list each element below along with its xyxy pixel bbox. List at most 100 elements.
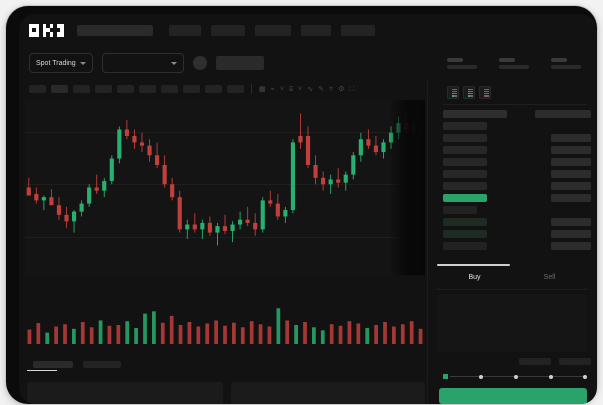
orderbook-row-amount bbox=[551, 194, 591, 202]
orderbook-bids-icon[interactable] bbox=[463, 86, 475, 99]
orders-tab-active-indicator bbox=[27, 370, 57, 371]
trade-tab-active-indicator bbox=[437, 264, 510, 266]
volume-chart bbox=[25, 302, 425, 348]
price-chart[interactable] bbox=[25, 100, 425, 275]
order-form-fields[interactable] bbox=[437, 294, 587, 352]
orders-action-1[interactable] bbox=[519, 358, 551, 365]
chart-gridline bbox=[25, 236, 425, 238]
indicators-chevron-icon[interactable]: ˅ bbox=[279, 85, 284, 93]
timeframe-button-6[interactable] bbox=[139, 85, 156, 93]
timeframe-button-7[interactable] bbox=[161, 85, 178, 93]
orderbook-row-amount bbox=[551, 242, 591, 250]
nav-item-5[interactable] bbox=[341, 24, 375, 36]
orderbook-row-price bbox=[443, 110, 507, 118]
timeframe-button-2[interactable] bbox=[51, 85, 68, 93]
chart-gridline bbox=[25, 131, 425, 133]
timeframe-button-1[interactable] bbox=[29, 85, 46, 93]
submit-buy-button[interactable] bbox=[439, 388, 587, 404]
orderbook-row[interactable] bbox=[443, 110, 591, 118]
orderbook-row-amount bbox=[551, 182, 591, 190]
orders-action-2[interactable] bbox=[559, 358, 591, 365]
candlestick-type-icon[interactable]: ▦ bbox=[259, 85, 266, 93]
orders-tabbar bbox=[25, 354, 425, 374]
orderbook-both-icon[interactable] bbox=[447, 86, 459, 99]
orderbook-row-price bbox=[443, 134, 487, 142]
slider-stop-50[interactable] bbox=[514, 374, 518, 379]
timeframe-button-9[interactable] bbox=[205, 85, 222, 93]
orderbook-row-price bbox=[443, 242, 487, 250]
fullscreen-icon[interactable]: ⛶ bbox=[349, 85, 355, 93]
chevron-down-icon bbox=[170, 61, 177, 65]
trade-side-tabs: Buy Sell bbox=[437, 266, 587, 288]
orderbook-row-amount bbox=[551, 230, 591, 238]
orderbook-row[interactable] bbox=[443, 230, 591, 238]
settings-icon[interactable]: ⚙ bbox=[338, 85, 345, 93]
timeframe-button-5[interactable] bbox=[117, 85, 134, 93]
orderbook-rows bbox=[443, 110, 591, 254]
orderbook-row[interactable] bbox=[443, 182, 591, 190]
orderbook-row-amount bbox=[551, 218, 591, 226]
nav-item-1[interactable] bbox=[169, 24, 201, 36]
candlestick-series bbox=[26, 110, 424, 246]
nav-item-3[interactable] bbox=[255, 24, 291, 36]
orderbook-divider bbox=[443, 104, 587, 105]
chart-toolbar: ▦ ⌁ ˅ ⌸ ˅ ∿ ✎ ⌾ ⚙ ⛶ bbox=[19, 80, 597, 98]
orders-content-box-right bbox=[231, 382, 425, 404]
market-sub-toolbar: Spot Trading bbox=[19, 46, 597, 80]
drawing-chevron-icon[interactable]: ˅ bbox=[298, 85, 303, 93]
nav-item-2[interactable] bbox=[211, 24, 245, 36]
timeframe-button-10[interactable] bbox=[227, 85, 244, 93]
orderbook-row[interactable] bbox=[443, 170, 591, 178]
orderbook-row-price bbox=[443, 182, 487, 190]
orderbook-row[interactable] bbox=[443, 122, 591, 130]
pencil-icon[interactable]: ✎ bbox=[318, 85, 324, 93]
timeframe-button-4[interactable] bbox=[95, 85, 112, 93]
orderbook-row-price bbox=[443, 122, 487, 130]
orderbook-row-amount bbox=[551, 158, 591, 166]
orderbook-row-price bbox=[443, 206, 477, 214]
orderbook-row-price bbox=[443, 170, 487, 178]
nav-item-4[interactable] bbox=[301, 24, 331, 36]
tab-sell[interactable]: Sell bbox=[543, 273, 556, 281]
orderbook-row-price bbox=[443, 230, 487, 238]
orderbook-row[interactable] bbox=[443, 134, 591, 142]
line-chart-icon[interactable]: ∿ bbox=[307, 85, 314, 93]
timeframe-button-3[interactable] bbox=[73, 85, 90, 93]
orderbook-row[interactable] bbox=[443, 206, 591, 214]
percent-slider[interactable] bbox=[441, 372, 589, 382]
timeframe-button-8[interactable] bbox=[183, 85, 200, 93]
orderbook-row[interactable] bbox=[443, 194, 591, 202]
search-input[interactable] bbox=[77, 24, 153, 36]
okx-logo-icon[interactable] bbox=[29, 23, 67, 37]
orderbook-row-amount bbox=[535, 110, 591, 118]
slider-handle[interactable] bbox=[441, 372, 450, 381]
alert-icon[interactable]: ⌾ bbox=[328, 85, 334, 93]
slider-stop-100[interactable] bbox=[583, 374, 587, 379]
slider-stop-25[interactable] bbox=[479, 374, 483, 379]
ticker-stat-3 bbox=[551, 57, 581, 69]
ticker-stat-2 bbox=[499, 57, 529, 69]
orderbook-row-price bbox=[443, 194, 487, 202]
orders-tab-1[interactable] bbox=[33, 360, 73, 368]
volume-series bbox=[27, 308, 423, 344]
orderbook-asks-icon[interactable] bbox=[479, 86, 491, 99]
chevron-down-icon bbox=[79, 61, 86, 65]
app-screen: Spot Trading ▦ ⌁ ˅ ⌸ ˅ ∿ ✎ ⌾ ⚙ ⛶ bbox=[19, 14, 597, 404]
orders-tab-2[interactable] bbox=[83, 360, 121, 368]
orderbook-row[interactable] bbox=[443, 146, 591, 154]
orderbook-row-amount bbox=[551, 170, 591, 178]
orderbook-row[interactable] bbox=[443, 158, 591, 166]
toolbar-divider bbox=[251, 84, 252, 94]
slider-stop-75[interactable] bbox=[549, 374, 553, 379]
orderbook-trade-panel: Buy Sell bbox=[429, 80, 591, 404]
drawing-mode-icon[interactable]: ⌸ bbox=[288, 85, 294, 93]
orderbook-row-price bbox=[443, 218, 487, 226]
market-type-label: Spot Trading bbox=[36, 59, 76, 67]
indicators-icon[interactable]: ⌁ bbox=[270, 85, 275, 93]
orderbook-row-price bbox=[443, 158, 487, 166]
orderbook-row[interactable] bbox=[443, 242, 591, 250]
tab-buy[interactable]: Buy bbox=[468, 273, 481, 281]
orderbook-row[interactable] bbox=[443, 218, 591, 226]
trading-pair-select[interactable] bbox=[101, 53, 184, 73]
market-type-select[interactable]: Spot Trading bbox=[29, 53, 93, 73]
